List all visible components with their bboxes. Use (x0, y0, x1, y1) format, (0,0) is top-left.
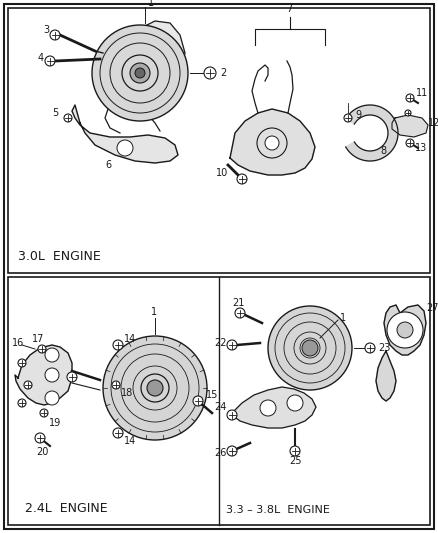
Circle shape (227, 340, 237, 350)
Text: 3.3 – 3.8L  ENGINE: 3.3 – 3.8L ENGINE (226, 505, 330, 515)
Text: 14: 14 (124, 334, 136, 344)
Circle shape (35, 433, 45, 443)
Polygon shape (376, 351, 396, 401)
Circle shape (38, 345, 46, 353)
Text: 26: 26 (214, 448, 226, 458)
Circle shape (64, 114, 72, 122)
Text: 1: 1 (148, 0, 154, 8)
Text: 3: 3 (43, 25, 49, 35)
Polygon shape (130, 21, 185, 88)
Circle shape (24, 381, 32, 389)
Text: 23: 23 (378, 343, 390, 353)
Bar (8, 8, 430, 273)
Text: 12: 12 (428, 118, 438, 128)
Text: 9: 9 (355, 110, 361, 120)
Text: 1: 1 (340, 313, 346, 323)
Text: 20: 20 (36, 447, 48, 457)
Polygon shape (346, 105, 398, 161)
Circle shape (227, 446, 237, 456)
Text: 2.4L  ENGINE: 2.4L ENGINE (25, 502, 108, 515)
Text: 22: 22 (214, 338, 226, 348)
Text: 11: 11 (416, 88, 428, 98)
Polygon shape (15, 345, 72, 405)
Circle shape (45, 348, 59, 362)
Text: 2: 2 (220, 68, 226, 78)
Circle shape (40, 409, 48, 417)
Circle shape (193, 396, 203, 406)
Polygon shape (72, 105, 178, 163)
Circle shape (406, 94, 414, 102)
Circle shape (130, 63, 150, 83)
Text: 16: 16 (12, 338, 24, 348)
Circle shape (260, 400, 276, 416)
Circle shape (405, 110, 411, 116)
Text: 19: 19 (49, 418, 61, 428)
Text: 7: 7 (286, 4, 292, 14)
Circle shape (50, 30, 60, 40)
Text: 10: 10 (216, 168, 228, 178)
Text: 4: 4 (38, 53, 44, 63)
Polygon shape (133, 344, 165, 380)
Circle shape (103, 336, 207, 440)
Text: 13: 13 (415, 143, 427, 153)
Circle shape (45, 368, 59, 382)
Circle shape (112, 381, 120, 389)
Circle shape (117, 140, 133, 156)
Circle shape (147, 380, 163, 396)
Text: 21: 21 (232, 298, 244, 308)
Polygon shape (384, 305, 426, 355)
Circle shape (406, 139, 414, 147)
Text: 25: 25 (289, 456, 301, 466)
Circle shape (287, 395, 303, 411)
Text: 24: 24 (214, 402, 226, 412)
Text: 1: 1 (151, 307, 157, 317)
Circle shape (113, 340, 123, 350)
Polygon shape (230, 109, 315, 175)
Circle shape (227, 410, 237, 420)
Circle shape (268, 306, 352, 390)
Circle shape (387, 312, 423, 348)
Polygon shape (230, 387, 316, 428)
Circle shape (235, 308, 245, 318)
Circle shape (265, 136, 279, 150)
Text: 27: 27 (426, 303, 438, 313)
Circle shape (67, 372, 77, 382)
Circle shape (18, 399, 26, 407)
Text: 6: 6 (105, 160, 111, 170)
Circle shape (92, 25, 188, 121)
Bar (8, 277, 430, 525)
Circle shape (135, 68, 145, 78)
Text: 18: 18 (121, 388, 133, 398)
Text: 3.0L  ENGINE: 3.0L ENGINE (18, 250, 101, 263)
Circle shape (113, 428, 123, 438)
Circle shape (397, 322, 413, 338)
Circle shape (290, 446, 300, 456)
Text: 15: 15 (206, 390, 219, 400)
Text: 8: 8 (380, 146, 386, 156)
Circle shape (365, 343, 375, 353)
Circle shape (237, 174, 247, 184)
Polygon shape (296, 312, 318, 342)
Circle shape (204, 67, 216, 79)
Circle shape (45, 56, 55, 66)
Circle shape (302, 340, 318, 356)
Circle shape (45, 391, 59, 405)
Polygon shape (392, 115, 428, 137)
Circle shape (344, 114, 352, 122)
Circle shape (18, 359, 26, 367)
Text: 5: 5 (52, 108, 58, 118)
Text: 14: 14 (124, 436, 136, 446)
Text: 17: 17 (32, 334, 44, 344)
